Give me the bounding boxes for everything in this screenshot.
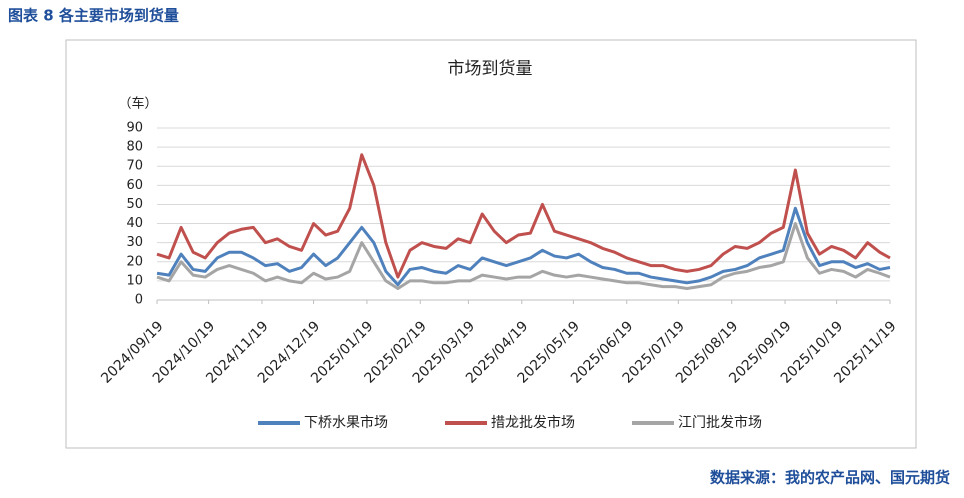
source: 数据来源：我的农产品网、国元期货 xyxy=(710,469,950,487)
y-tick-label: 20 xyxy=(126,254,143,269)
y-tick-label: 0 xyxy=(135,293,143,308)
series-line xyxy=(156,222,891,291)
series-line xyxy=(156,206,891,287)
legend-label: 下桥水果市场 xyxy=(304,414,388,431)
legend-label: 江门批发市场 xyxy=(678,414,762,431)
chart-frame xyxy=(65,39,917,449)
y-tick-label: 60 xyxy=(126,178,143,193)
y-tick-label: 80 xyxy=(126,140,143,155)
series-line xyxy=(156,153,891,279)
y-tick-label: 70 xyxy=(126,159,143,174)
header: 图表 8 各主要市场到货量 xyxy=(8,7,179,25)
y-tick-label: 10 xyxy=(126,273,143,288)
legend-label: 措龙批发市场 xyxy=(491,414,575,431)
y-tick-label: 30 xyxy=(126,235,143,250)
y-tick-label: 50 xyxy=(126,197,143,212)
y-axis-label: （车） xyxy=(118,96,157,112)
chart-title: 市场到货量 xyxy=(448,59,533,79)
y-tick-label: 40 xyxy=(126,216,143,231)
y-tick-label: 90 xyxy=(126,121,143,136)
